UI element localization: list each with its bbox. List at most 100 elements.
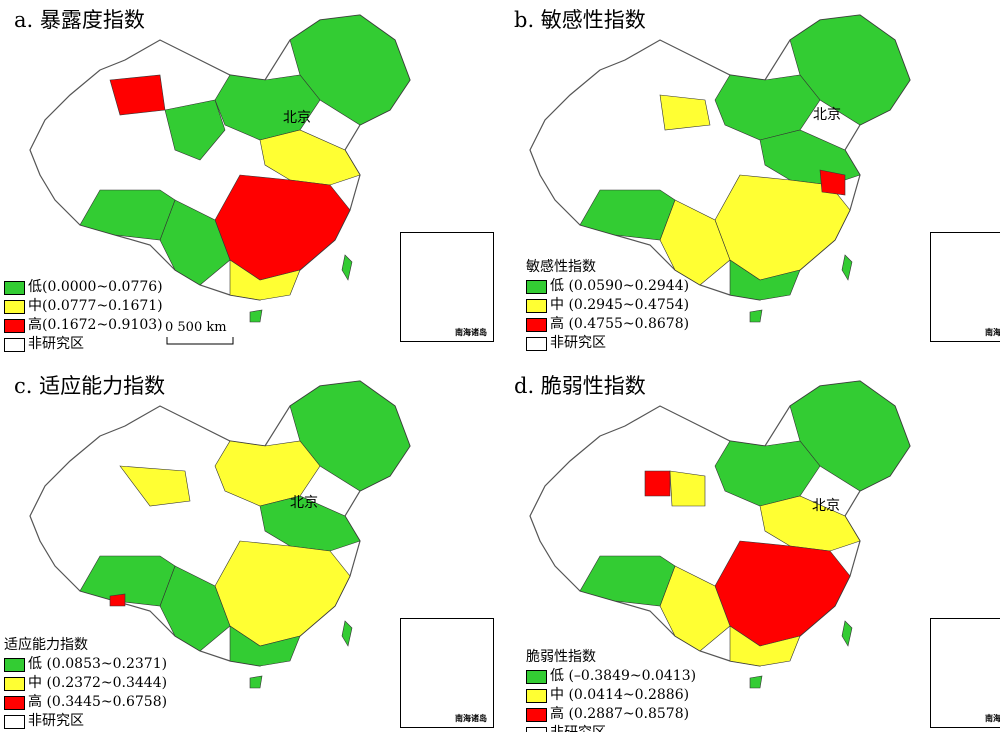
legend-label: 中 (0.0414~0.2886) — [550, 687, 690, 703]
legend: 脆弱性指数 低 (–0.3849~0.0413) 中 (0.0414~0.288… — [526, 648, 696, 732]
legend-label: 高 (0.4755~0.8678) — [550, 316, 690, 332]
legend-label: 非研究区 — [550, 724, 606, 732]
legend-swatch — [4, 714, 25, 729]
legend-swatch — [4, 280, 25, 295]
legend-row-none: 非研究区 — [4, 712, 167, 731]
legend-swatch — [526, 707, 547, 722]
taiwan — [841, 620, 853, 647]
hainan — [749, 675, 763, 689]
china-map-adaptive-capacity — [29, 380, 411, 689]
region-west — [79, 555, 176, 607]
legend-row-low: 低 (0.0590~0.2944) — [526, 277, 689, 296]
legend-label: 非研究区 — [28, 336, 84, 352]
legend-label: 低 (–0.3849~0.0413) — [550, 668, 697, 684]
legend-label: 非研究区 — [550, 335, 606, 351]
legend-row-mid: 中 (0.0414~0.2886) — [526, 686, 696, 705]
legend-row-mid: 中 (0.2372~0.3444) — [4, 674, 167, 693]
region-inner-mongolia — [669, 470, 706, 507]
region-hotspot — [109, 593, 126, 607]
legend-swatch — [4, 318, 25, 333]
map-panel-adaptive-capacity: c. 适应能力指数 北京 适应能力指数 低 (0.0853~0.2371) 中 … — [0, 366, 500, 732]
legend-label: 中(0.0777~0.1671) — [28, 298, 163, 314]
legend: 敏感性指数 低 (0.0590~0.2944) 中 (0.2945~0.4754… — [526, 258, 689, 353]
legend-swatch — [4, 299, 25, 314]
legend: 低(0.0000~0.0776) 中(0.0777~0.1671) 高(0.16… — [4, 278, 163, 354]
legend-row-none: 非研究区 — [4, 335, 163, 354]
inset-label: 南海诸岛 — [455, 713, 487, 723]
legend-row-low: 低(0.0000~0.0776) — [4, 278, 163, 297]
panel-title: d. 脆弱性指数 — [514, 374, 646, 398]
region-south-coast — [729, 625, 801, 667]
region-gansu — [164, 99, 226, 161]
legend-swatch — [4, 676, 25, 691]
legend-label: 中 (0.2372~0.3444) — [28, 675, 168, 691]
scale-bar: 0 500 km — [165, 320, 245, 350]
legend-label: 低(0.0000~0.0776) — [28, 279, 163, 295]
map-panel-exposure: a. 暴露度指数 北京 低(0.0000~0.0776) 中(0.0777~0.… — [0, 0, 500, 366]
legend-swatch — [4, 337, 25, 352]
china-map-vulnerability — [529, 380, 911, 689]
legend-row-mid: 中 (0.2945~0.4754) — [526, 296, 689, 315]
legend-row-none: 非研究区 — [526, 334, 689, 353]
legend-row-low: 低 (–0.3849~0.0413) — [526, 667, 696, 686]
region-west — [579, 555, 676, 607]
legend-swatch — [4, 657, 25, 672]
region-inner-mongolia — [659, 94, 711, 131]
legend-swatch — [526, 298, 547, 313]
beijing-label: 北京 — [283, 110, 311, 126]
legend: 适应能力指数 低 (0.0853~0.2371) 中 (0.2372~0.344… — [4, 636, 167, 731]
region-inner-mongolia — [119, 465, 191, 507]
region-xinjiang-north — [644, 470, 671, 497]
legend-row-high: 高(0.1672~0.9103) — [4, 316, 163, 335]
legend-row-none: 非研究区 — [526, 724, 696, 732]
china-map-sensitivity — [529, 14, 911, 323]
legend-title: 适应能力指数 — [4, 637, 88, 653]
south-china-sea-inset: 南海诸岛 — [930, 618, 1000, 728]
beijing-label: 北京 — [290, 495, 318, 511]
inset-label: 南海诸岛 — [985, 713, 1000, 723]
hainan — [249, 309, 263, 323]
region-south-coast — [229, 625, 301, 667]
panel-title: a. 暴露度指数 — [14, 8, 145, 32]
legend-label: 中 (0.2945~0.4754) — [550, 297, 690, 313]
legend-row-mid: 中(0.0777~0.1671) — [4, 297, 163, 316]
legend-row-high: 高 (0.3445~0.6758) — [4, 693, 167, 712]
panel-title: c. 适应能力指数 — [14, 374, 166, 398]
legend-swatch — [526, 279, 547, 294]
legend-swatch — [526, 726, 547, 732]
legend-label: 低 (0.0853~0.2371) — [28, 656, 168, 672]
region-west — [79, 189, 176, 241]
south-china-sea-inset: 南海诸岛 — [400, 618, 494, 728]
region-central-east — [259, 129, 361, 186]
south-china-sea-inset: 南海诸岛 — [930, 232, 1000, 342]
region-south-coast — [229, 259, 301, 301]
hainan — [749, 309, 763, 323]
scale-label: 0 500 km — [165, 320, 227, 335]
legend-row-high: 高 (0.2887~0.8578) — [526, 705, 696, 724]
legend-row-high: 高 (0.4755~0.8678) — [526, 315, 689, 334]
taiwan — [341, 254, 353, 281]
legend-swatch — [4, 695, 25, 710]
taiwan — [841, 254, 853, 281]
legend-swatch — [526, 669, 547, 684]
legend-swatch — [526, 688, 547, 703]
region-central-east — [759, 495, 861, 552]
beijing-label: 北京 — [812, 498, 840, 514]
legend-swatch — [526, 317, 547, 332]
region-central-east — [259, 495, 361, 552]
legend-row-low: 低 (0.0853~0.2371) — [4, 655, 167, 674]
map-panel-vulnerability: d. 脆弱性指数 北京 脆弱性指数 低 (–0.3849~0.0413) 中 (… — [500, 366, 1000, 732]
legend-label: 高 (0.2887~0.8578) — [550, 706, 690, 722]
map-panel-sensitivity: b. 敏感性指数 北京 敏感性指数 低 (0.0590~0.2944) 中 (0… — [500, 0, 1000, 366]
region-south-coast — [729, 259, 801, 301]
region-xinjiang-north — [109, 74, 166, 116]
panel-title: b. 敏感性指数 — [514, 8, 646, 32]
inset-label: 南海诸岛 — [455, 327, 487, 337]
region-hotspot — [819, 169, 846, 196]
legend-swatch — [526, 336, 547, 351]
legend-title: 脆弱性指数 — [526, 649, 596, 665]
legend-label: 高 (0.3445~0.6758) — [28, 694, 168, 710]
inset-label: 南海诸岛 — [985, 327, 1000, 337]
taiwan — [341, 620, 353, 647]
legend-label: 低 (0.0590~0.2944) — [550, 278, 690, 294]
